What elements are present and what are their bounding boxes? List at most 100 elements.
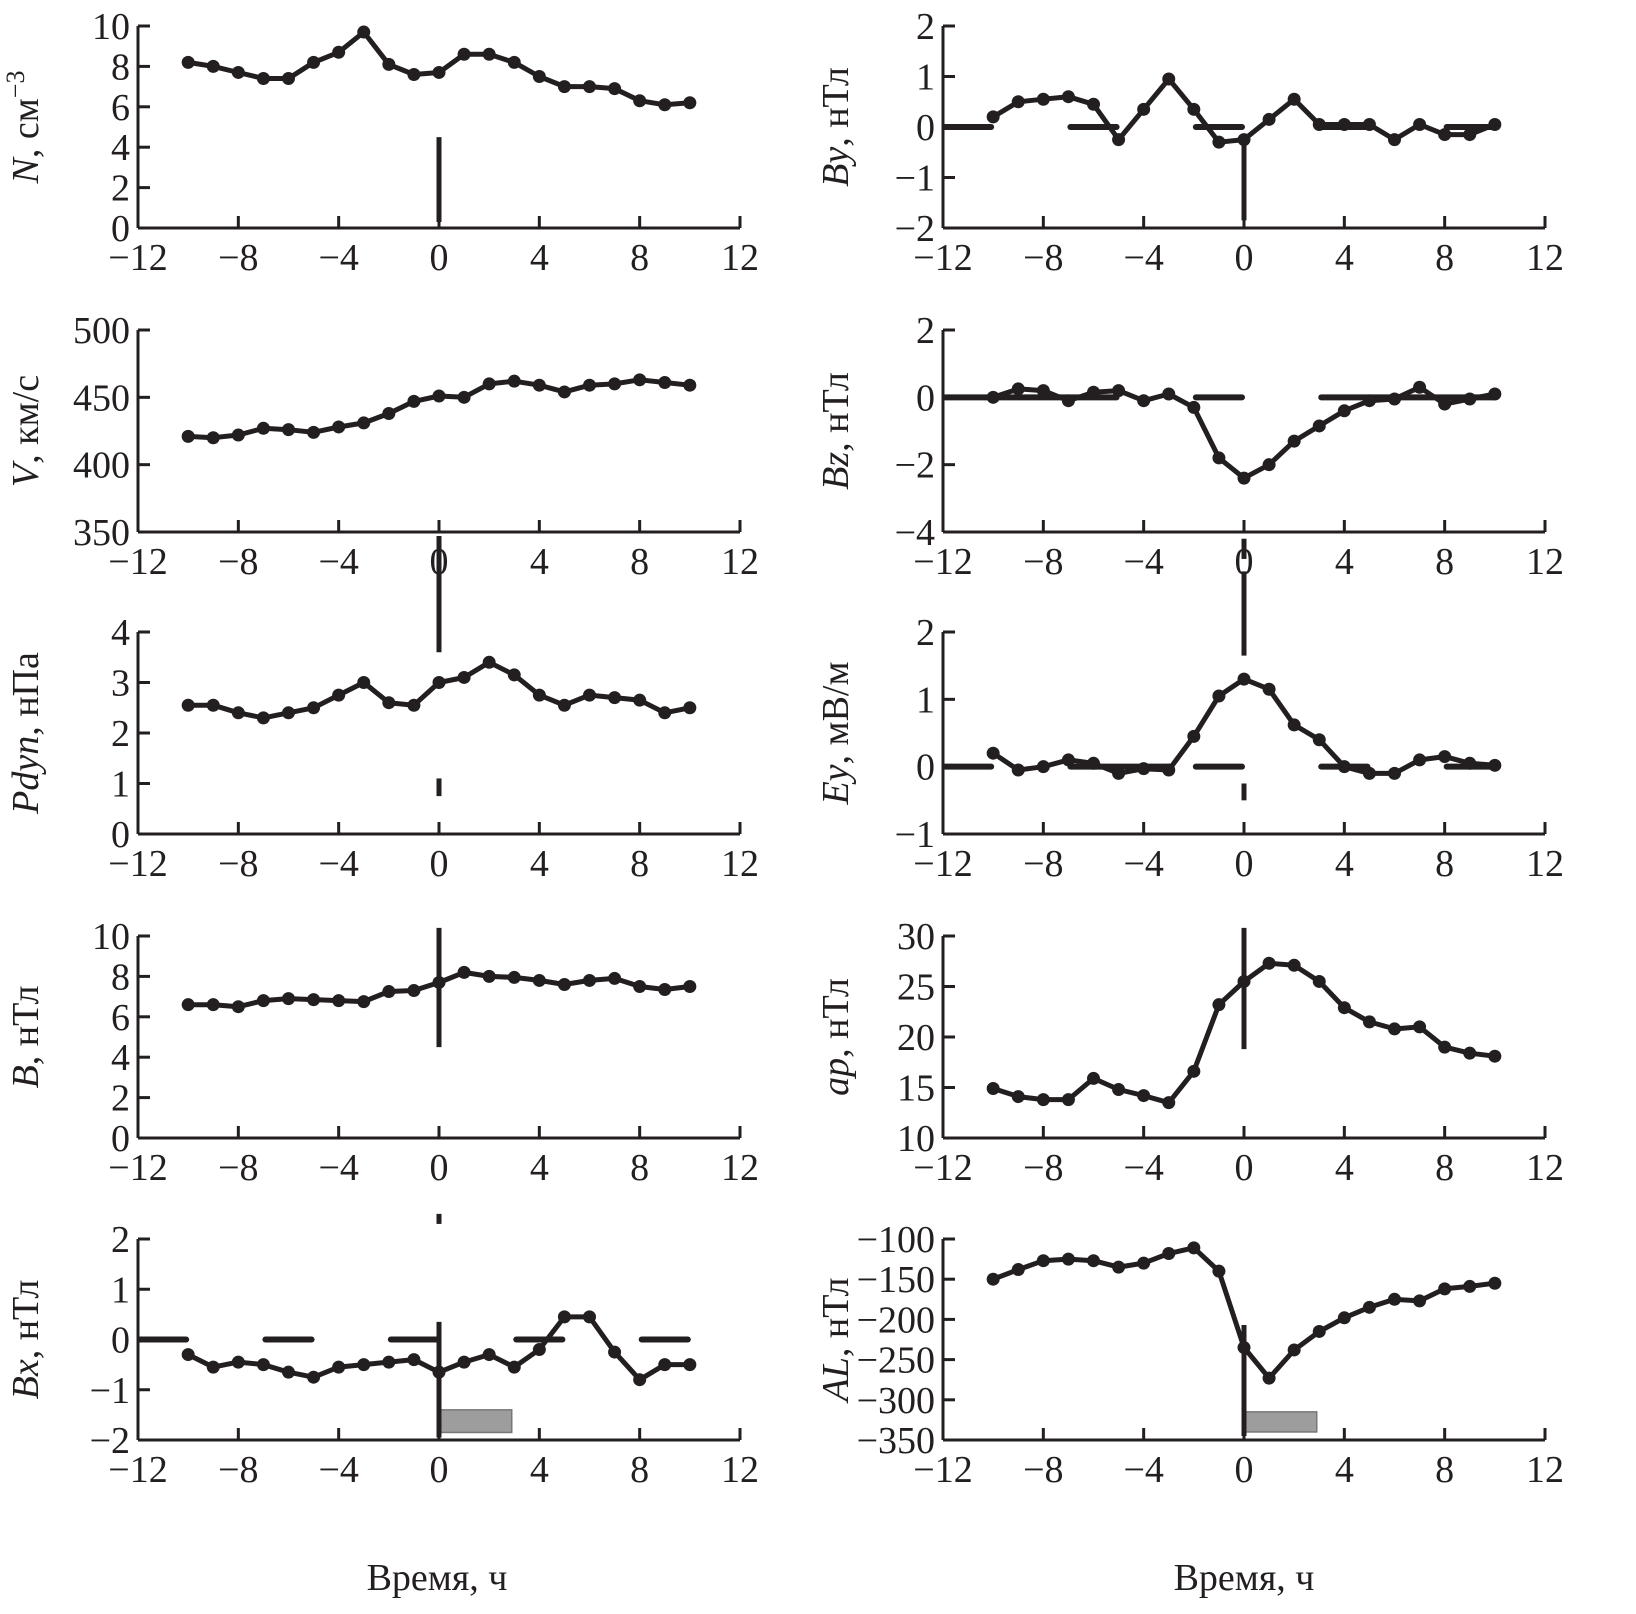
x-tick-label: −8 xyxy=(1023,541,1063,583)
data-point xyxy=(1036,1254,1050,1268)
data-point xyxy=(1036,384,1050,398)
y-tick-label: −350 xyxy=(857,1420,935,1462)
x-tick-label: 12 xyxy=(1526,237,1564,279)
data-point xyxy=(256,994,270,1008)
data-point xyxy=(608,691,622,705)
x-tick-label: −12 xyxy=(108,843,167,885)
data-point xyxy=(1337,1311,1351,1325)
data-point xyxy=(1011,1263,1025,1277)
y-tick-label: 0 xyxy=(111,1320,130,1362)
y-axis-title: N, см−3 xyxy=(1,71,47,185)
data-point xyxy=(1262,682,1276,696)
y-tick-label: −2 xyxy=(895,445,935,487)
x-tick-label: −4 xyxy=(1123,541,1163,583)
y-axis-variable: N xyxy=(5,155,47,184)
x-tick-label: 0 xyxy=(1235,541,1254,583)
x-tick-label: 4 xyxy=(1335,843,1354,885)
data-point xyxy=(1087,1254,1100,1268)
data-point xyxy=(557,1310,571,1324)
data-point xyxy=(1061,90,1075,104)
data-point xyxy=(1187,729,1201,743)
data-point xyxy=(1237,974,1251,988)
data-point xyxy=(1438,128,1452,142)
x-tick-label: 0 xyxy=(430,237,449,279)
data-point xyxy=(1488,1276,1502,1290)
y-axis-title: ap, нТл xyxy=(815,978,857,1096)
x-tick-label: −4 xyxy=(318,1449,358,1491)
data-point xyxy=(231,1355,245,1369)
x-tick-label: 12 xyxy=(721,237,759,279)
data-point xyxy=(1388,1292,1401,1306)
data-point xyxy=(1011,382,1025,396)
interval-box xyxy=(1243,1411,1318,1433)
data-point xyxy=(1237,133,1251,147)
y-tick-label: 1 xyxy=(916,679,935,721)
data-point xyxy=(633,94,647,108)
x-tick-label: 8 xyxy=(630,843,649,885)
data-point xyxy=(382,406,396,420)
data-point xyxy=(583,688,596,702)
data-point xyxy=(1061,394,1075,408)
data-point xyxy=(1362,766,1376,780)
x-tick-label: 8 xyxy=(1435,843,1454,885)
data-point xyxy=(608,1345,622,1359)
panel-Bz: −4 −2 0 2 −12 −8 −4 0 4 8 12 Bz, нТл xyxy=(815,310,1564,583)
x-tick-label: −4 xyxy=(318,541,358,583)
x-tick-label: 12 xyxy=(1526,541,1564,583)
data-point xyxy=(482,377,496,391)
data-point xyxy=(507,374,521,388)
x-tick-label: 4 xyxy=(1335,1147,1354,1189)
y-axis-title: B, нТл xyxy=(5,986,47,1089)
data-point xyxy=(457,965,471,979)
data-point xyxy=(482,969,496,983)
data-point xyxy=(1287,1343,1301,1357)
data-point xyxy=(1162,1096,1176,1110)
x-axis-title-right: Время, ч xyxy=(1174,1557,1315,1599)
x-tick-label: −8 xyxy=(218,541,258,583)
x-tick-label: −8 xyxy=(218,1147,258,1189)
data-point xyxy=(1061,1093,1075,1107)
x-tick-label: 8 xyxy=(1435,1147,1454,1189)
data-point xyxy=(507,55,521,69)
y-axis-variable: AL xyxy=(815,1357,857,1404)
data-point xyxy=(683,980,697,993)
x-tick-label: 8 xyxy=(1435,237,1454,279)
data-point xyxy=(1438,750,1452,764)
y-axis-unit: , нТл xyxy=(815,372,857,452)
data-point xyxy=(457,390,471,404)
y-axis-unit: , нТл xyxy=(815,978,857,1058)
data-point xyxy=(482,1348,496,1362)
data-point xyxy=(532,378,546,392)
data-point xyxy=(181,429,195,443)
x-tick-label: 4 xyxy=(530,541,549,583)
data-point xyxy=(1463,756,1477,770)
data-point xyxy=(507,1360,521,1374)
data-point xyxy=(357,995,371,1009)
data-point xyxy=(282,72,295,86)
x-tick-label: −8 xyxy=(1023,237,1063,279)
y-axis-unit: , км/с xyxy=(5,375,47,464)
data-point xyxy=(1212,689,1226,703)
y-tick-label: 2 xyxy=(111,713,130,755)
x-tick-label: −8 xyxy=(218,843,258,885)
data-point xyxy=(256,711,270,725)
y-tick-label: −200 xyxy=(857,1299,935,1341)
data-point xyxy=(583,80,596,94)
x-tick-label: −12 xyxy=(913,237,972,279)
data-point xyxy=(1137,762,1151,776)
y-tick-label: 2 xyxy=(916,6,935,48)
data-point xyxy=(1262,458,1276,472)
data-point xyxy=(382,57,396,71)
y-tick-label: −2 xyxy=(90,1420,130,1462)
data-point xyxy=(457,670,471,684)
data-point xyxy=(1413,380,1427,394)
y-tick-label: −1 xyxy=(895,158,935,200)
y-tick-label: 4 xyxy=(111,612,130,654)
data-point xyxy=(407,394,421,408)
data-point xyxy=(1488,117,1502,131)
y-tick-label: 2 xyxy=(916,612,935,654)
x-tick-label: 12 xyxy=(721,1449,759,1491)
x-tick-label: 4 xyxy=(1335,1449,1354,1491)
